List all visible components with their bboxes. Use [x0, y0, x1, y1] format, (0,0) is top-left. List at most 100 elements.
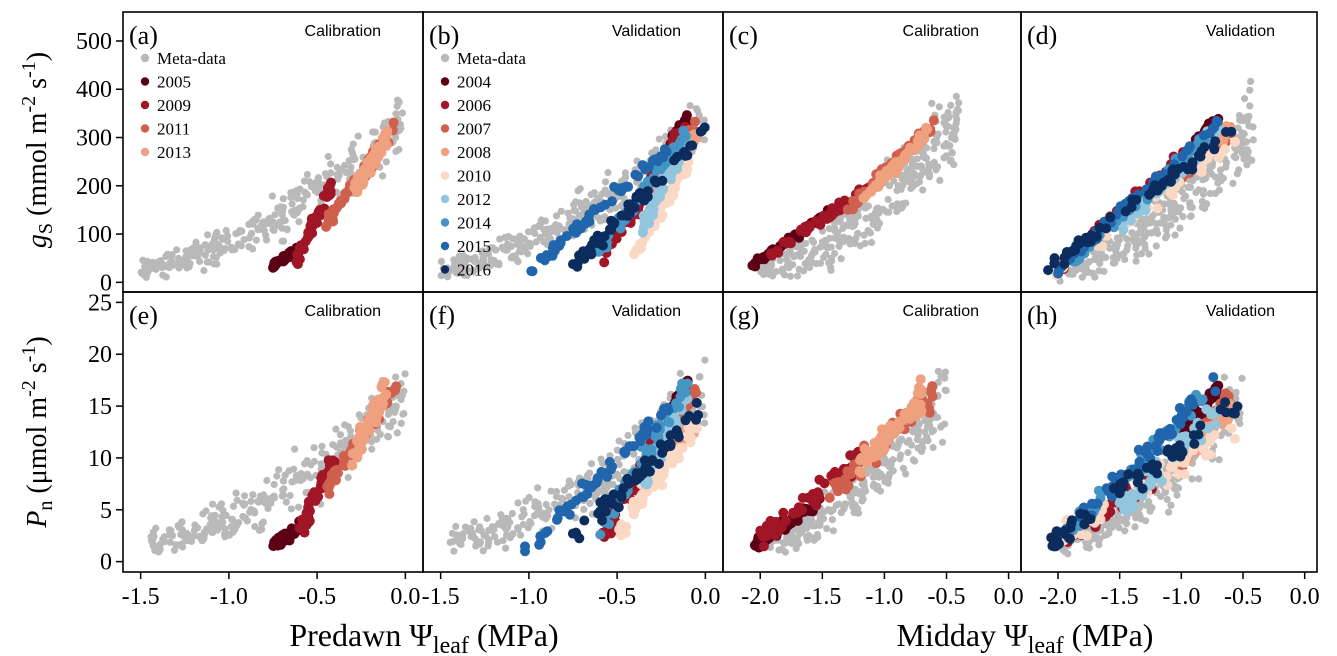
meta-point [918, 447, 926, 455]
panel-title-d: Validation [1206, 23, 1275, 40]
meta-point [534, 499, 542, 508]
meta-point [869, 220, 877, 228]
meta-point [166, 538, 174, 546]
meta-point [283, 225, 291, 233]
point-2016 [616, 210, 627, 221]
meta-point [803, 517, 811, 525]
y-tick-label: 100 [76, 222, 112, 248]
meta-point [908, 160, 916, 168]
meta-point [885, 182, 894, 190]
point-2016 [665, 430, 676, 441]
point-2013 [865, 446, 876, 457]
meta-point [1233, 147, 1241, 155]
meta-point [1219, 174, 1227, 182]
point-2013 [381, 389, 392, 400]
meta-point [1121, 255, 1129, 264]
meta-point [287, 189, 295, 197]
meta-point [816, 259, 825, 267]
meta-point [268, 192, 276, 200]
meta-point [382, 158, 390, 166]
meta-point [393, 102, 401, 110]
meta-point [266, 219, 274, 228]
meta-point [273, 472, 281, 480]
y-tick-label: 500 [76, 29, 112, 55]
meta-point [475, 264, 483, 272]
meta-point [173, 246, 181, 254]
point-2007 [690, 116, 700, 127]
meta-point [509, 235, 517, 243]
point-2011 [928, 115, 939, 126]
point-2015 [659, 144, 670, 155]
meta-point [1186, 203, 1194, 211]
meta-point [494, 520, 503, 529]
meta-point [179, 543, 187, 551]
meta-point [1089, 269, 1097, 277]
meta-point [303, 191, 311, 199]
meta-point [570, 201, 578, 209]
meta-point [919, 186, 927, 194]
meta-point [332, 425, 340, 433]
meta-point [542, 500, 550, 509]
meta-point [1170, 199, 1178, 208]
meta-point [1179, 213, 1187, 221]
meta-point [310, 444, 318, 452]
panel-h: -2.0 -1.5 -1.0 -0.5 0.0(h) Validation [1020, 291, 1320, 610]
meta-point [155, 548, 163, 556]
point-2015 [534, 539, 545, 550]
panel-label-e: (e) [129, 301, 158, 330]
meta-point [951, 135, 959, 143]
meta-point [808, 517, 816, 525]
meta-point [590, 198, 599, 206]
meta-point [292, 472, 301, 480]
meta-point [827, 254, 836, 262]
meta-point [860, 231, 868, 239]
meta-point [278, 208, 286, 216]
point-2009 [778, 507, 789, 518]
meta-point [397, 395, 405, 404]
panel-title-a: Calibration [305, 23, 381, 40]
meta-point [280, 477, 288, 485]
meta-point [318, 449, 326, 457]
panel-title-f: Validation [612, 303, 681, 320]
meta-point [520, 235, 529, 243]
meta-point [1152, 242, 1160, 250]
point-2009 [819, 478, 830, 489]
meta-point [259, 518, 267, 526]
points-a [137, 96, 406, 281]
point-2013 [892, 423, 903, 433]
meta-point [224, 232, 232, 240]
meta-point [444, 273, 452, 281]
meta-point [695, 111, 703, 119]
point-2015 [552, 513, 563, 523]
meta-point [928, 99, 936, 107]
point-2009 [812, 487, 823, 498]
meta-point [485, 538, 493, 547]
meta-point [779, 539, 787, 547]
meta-point [586, 499, 594, 507]
meta-point [565, 493, 573, 501]
meta-point [458, 532, 466, 541]
meta-point [1247, 77, 1255, 85]
meta-point [829, 527, 838, 535]
meta-point [288, 478, 296, 486]
meta-point [1124, 241, 1132, 250]
meta-point [921, 417, 929, 425]
point-2009 [327, 455, 338, 466]
point-2013 [908, 403, 919, 414]
meta-point [936, 176, 944, 184]
panel-title-c: Calibration [903, 23, 979, 40]
point-2015 [1183, 144, 1194, 155]
point-2013 [915, 374, 926, 385]
meta-point [925, 173, 934, 181]
meta-point [344, 473, 352, 482]
x-tick-label: -1.5 [122, 584, 160, 610]
meta-point [271, 211, 279, 219]
meta-point [264, 504, 272, 512]
point-2013 [370, 143, 381, 154]
meta-point [1112, 250, 1120, 258]
meta-point [942, 128, 950, 136]
meta-point [615, 461, 623, 469]
point-2010 [664, 451, 675, 462]
meta-point [288, 200, 296, 208]
